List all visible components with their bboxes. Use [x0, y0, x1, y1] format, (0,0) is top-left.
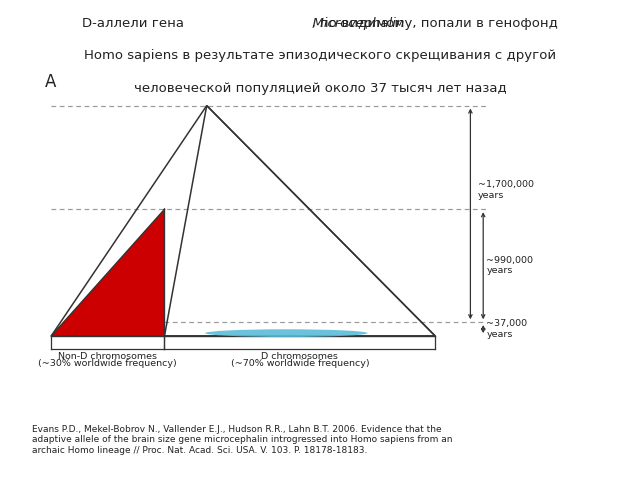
Text: Microcephalin: Microcephalin — [236, 17, 404, 30]
Text: Non-D chromosomes: Non-D chromosomes — [58, 352, 157, 361]
Text: ~37,000
years: ~37,000 years — [486, 319, 527, 339]
Text: человеческой популяцией около 37 тысяч лет назад: человеческой популяцией около 37 тысяч л… — [134, 82, 506, 95]
Text: A: A — [45, 73, 56, 91]
Text: ~990,000
years: ~990,000 years — [486, 256, 533, 276]
Polygon shape — [51, 209, 164, 336]
Text: D chromosomes: D chromosomes — [261, 352, 339, 361]
Text: ~1,700,000
years: ~1,700,000 years — [478, 180, 534, 200]
Text: (~30% worldwide frequency): (~30% worldwide frequency) — [38, 359, 177, 368]
Text: Evans P.D., Mekel-Bobrov N., Vallender E.J., Hudson R.R., Lahn B.T. 2006. Eviden: Evans P.D., Mekel-Bobrov N., Vallender E… — [32, 425, 452, 455]
Text: Homo sapiens в результате эпизодического скрещивания с другой: Homo sapiens в результате эпизодического… — [84, 49, 556, 62]
Text: (~70% worldwide frequency): (~70% worldwide frequency) — [230, 359, 369, 368]
Text: D-аллели гена                              , по-видимому, попали в генофонд: D-аллели гена , по-видимому, попали в ге… — [82, 17, 558, 30]
Ellipse shape — [205, 329, 367, 337]
